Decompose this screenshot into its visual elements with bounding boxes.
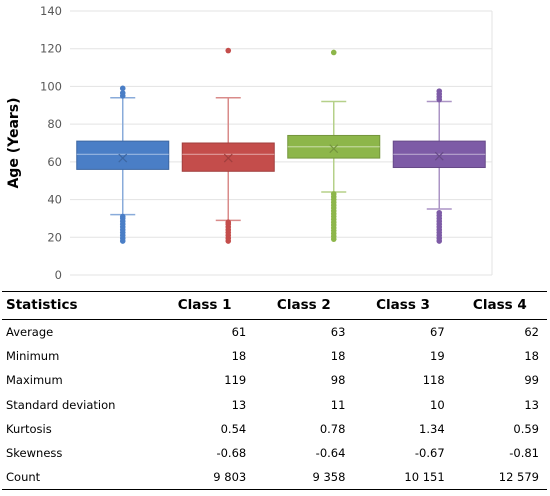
table-cell: 9 358 xyxy=(254,465,354,491)
table-cell: 99 xyxy=(524,373,539,388)
y-tick-label: 60 xyxy=(47,155,62,169)
box-series-4 xyxy=(392,88,486,244)
table-cell: 1.34 xyxy=(419,421,445,436)
outlier-point xyxy=(436,88,443,94)
statistics-table: Statistics Class 1 Class 2 Class 3 Class… xyxy=(2,291,547,491)
box-series-3 xyxy=(287,49,381,242)
y-tick-label: 100 xyxy=(40,79,62,93)
outlier-point xyxy=(119,213,126,220)
mean-marker xyxy=(223,153,233,163)
table-cell: 98 xyxy=(330,373,346,388)
table-row: Count 9 803 9 358 10 151 12 579 xyxy=(2,465,547,491)
outlier-point xyxy=(119,90,126,96)
y-tick-label: 140 xyxy=(40,4,62,18)
table-cell: 0.54 xyxy=(220,421,247,436)
table-cell: 118 xyxy=(422,373,445,388)
outlier-point xyxy=(225,219,232,225)
table-cell: 63 xyxy=(330,325,346,340)
outlier-point xyxy=(330,191,337,197)
header-class-1: Class 1 xyxy=(155,291,255,320)
header-class-4: Class 4 xyxy=(452,291,547,320)
row-label: Count xyxy=(2,465,155,491)
mean-marker xyxy=(118,153,128,163)
y-tick-label: 40 xyxy=(47,193,62,207)
header-class-2: Class 2 xyxy=(254,291,354,320)
table-cell: 61 xyxy=(231,325,247,340)
row-label: Standard deviation xyxy=(6,397,116,412)
mean-marker xyxy=(329,144,339,154)
row-label: Skewness xyxy=(6,446,63,461)
table-cell: -0.67 xyxy=(414,446,445,461)
row-label: Minimum xyxy=(6,349,60,364)
row-label: Kurtosis xyxy=(6,421,52,436)
table-row: Maximum 119 98 118 99 xyxy=(2,368,547,392)
table-cell: 62 xyxy=(524,325,539,340)
y-tick-label: 0 xyxy=(55,268,62,282)
y-axis-label: Age (Years) xyxy=(6,97,22,188)
table-cell: 119 xyxy=(224,373,247,388)
outlier-point xyxy=(436,209,443,216)
y-axis-ticks: 0 20 40 60 80 100 120 140 xyxy=(40,4,62,282)
table-row: Minimum 18 18 19 18 xyxy=(2,344,547,368)
header-class-3: Class 3 xyxy=(353,291,453,320)
table-cell: 13 xyxy=(231,397,247,412)
mean-marker xyxy=(434,151,444,161)
table-row: Skewness -0.68 -0.64 -0.67 -0.81 xyxy=(2,441,547,465)
outlier-point xyxy=(119,85,126,92)
table-cell: -0.68 xyxy=(216,446,247,461)
table-row: Average 61 63 67 62 xyxy=(2,320,547,345)
table-cell: 13 xyxy=(524,397,539,412)
box-series-2 xyxy=(181,47,275,244)
table-cell: 18 xyxy=(330,349,346,364)
row-label: Average xyxy=(6,325,54,340)
table-cell: 12 579 xyxy=(452,465,547,491)
table-cell: -0.81 xyxy=(509,446,539,461)
table-cell: 67 xyxy=(430,325,445,340)
table-cell: 19 xyxy=(430,349,445,364)
y-tick-label: 20 xyxy=(47,230,62,244)
table-cell: 0.78 xyxy=(319,421,346,436)
table-row: Kurtosis 0.54 0.78 1.34 0.59 xyxy=(2,417,547,441)
box-plot-chart: 0 20 40 60 80 100 120 140 Age (Years) xyxy=(6,4,493,282)
outlier-point xyxy=(330,49,337,56)
box-iqr xyxy=(181,142,275,172)
table-cell: 10 xyxy=(430,397,445,412)
table-cell: 18 xyxy=(231,349,247,364)
table-cell: 10 151 xyxy=(353,465,453,491)
box-series-1 xyxy=(76,85,170,244)
table-header-row: Statistics Class 1 Class 2 Class 3 Class… xyxy=(2,291,547,320)
outlier-point xyxy=(225,47,232,54)
table-cell: -0.64 xyxy=(315,446,346,461)
table-cell: 11 xyxy=(330,397,346,412)
table-cell: 9 803 xyxy=(155,465,255,491)
table-cell: 18 xyxy=(524,349,539,364)
y-tick-label: 80 xyxy=(47,117,62,131)
table-cell: 0.59 xyxy=(513,421,539,436)
row-label: Maximum xyxy=(6,373,63,388)
box-iqr xyxy=(76,140,170,170)
y-tick-label: 120 xyxy=(40,42,62,56)
table-row: Standard deviation 13 11 10 13 xyxy=(2,393,547,417)
header-statistics: Statistics xyxy=(2,291,155,320)
box-series xyxy=(76,47,486,244)
